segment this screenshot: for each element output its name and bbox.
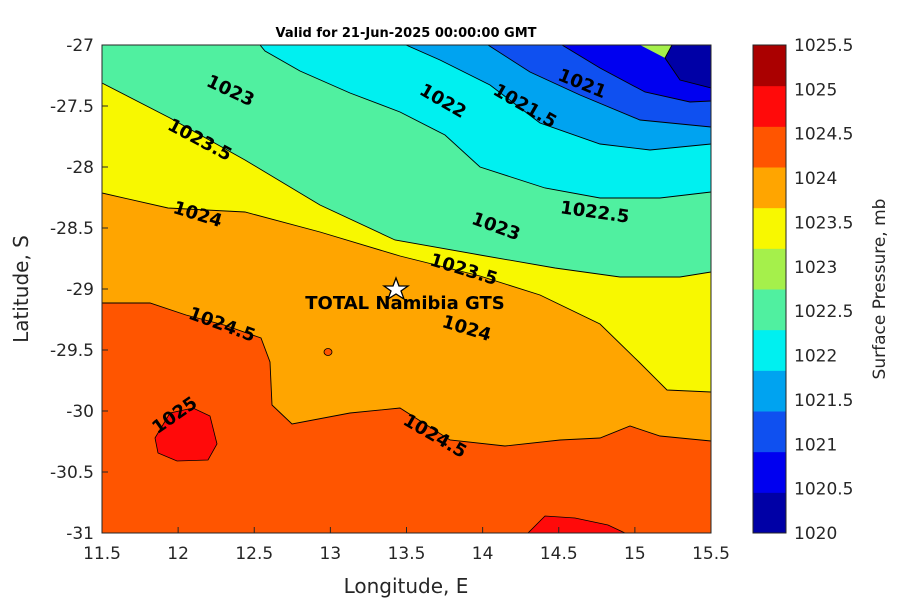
colorbar-swatch xyxy=(753,289,786,331)
region-1021-1021.5 xyxy=(488,45,711,127)
x-tick-label: 12 xyxy=(167,544,189,564)
colorbar-swatch xyxy=(753,411,786,453)
y-tick-label: -28.5 xyxy=(50,219,94,239)
x-tick-label: 14 xyxy=(472,544,494,564)
colorbar-tick-label: 1020.5 xyxy=(794,480,853,500)
contour-line-1021.5 xyxy=(487,45,711,128)
colorbar: 1020 1020.5 1021 1021.5 1022 1022.5 1023 1023.5… xyxy=(752,36,853,544)
contour-line-1024 xyxy=(102,302,711,447)
x-tick-label: 12.5 xyxy=(235,544,273,564)
x-tick-label: 15 xyxy=(624,544,646,564)
contour-line-1022 xyxy=(405,45,711,151)
colorbar-tick-label: 1025 xyxy=(794,80,837,100)
x-tick-label: 13.5 xyxy=(388,544,426,564)
colorbar-tick-label: 1024.5 xyxy=(794,125,853,145)
region-1022-1022.5 xyxy=(260,45,711,198)
site-label: TOTAL Namibia GTS xyxy=(305,293,504,314)
region-1022.5-1023 xyxy=(102,45,711,277)
y-tick-label: -27.5 xyxy=(50,97,94,117)
region-1020.5-1021 xyxy=(562,45,711,102)
x-tick-label: 11.5 xyxy=(83,544,121,564)
colorbar-swatch xyxy=(753,451,786,493)
colorbar-swatch xyxy=(753,370,786,412)
region-1023.5-1024 xyxy=(102,83,711,392)
site-annotation: TOTAL Namibia GTS xyxy=(305,276,505,314)
region-1021.5-1022 xyxy=(406,45,711,150)
contour-line-1023.5 xyxy=(102,192,711,393)
contour-line-1022.5 xyxy=(259,45,711,199)
y-tick-label: -27 xyxy=(66,36,94,56)
small-contour-island xyxy=(323,348,333,356)
filled-contour-regions xyxy=(102,45,711,533)
y-tick-label: -29.5 xyxy=(50,341,94,361)
y-axis: -27 -27.5 -28 -28.5 -29 -29.5 -30 -30.5 -31 xyxy=(50,36,108,544)
colorbar-swatch xyxy=(753,248,786,290)
region-1020-1020.5 xyxy=(665,45,711,88)
region-1024.5-1025 xyxy=(102,303,711,533)
colorbar-swatch xyxy=(753,492,786,534)
y-axis-label: Latitude, S xyxy=(9,235,33,343)
colorbar-tick-label: 1025.5 xyxy=(794,36,853,56)
colorbar-tick-label: 1022.5 xyxy=(794,302,853,322)
contour-lines xyxy=(102,45,711,447)
y-tick-label: -30.5 xyxy=(50,463,94,483)
region-1025-1025.5-bottom xyxy=(527,515,626,533)
colorbar-swatch xyxy=(753,329,786,371)
x-tick-label: 13 xyxy=(320,544,342,564)
colorbar-label: Surface Pressure, mb xyxy=(870,199,890,380)
colorbar-swatch xyxy=(753,126,786,168)
contour-line-1023 xyxy=(102,82,711,278)
x-axis: 11.5 12 12.5 13 13.5 14 14.5 15 15.5 xyxy=(83,527,730,564)
colorbar-tick-label: 1022 xyxy=(794,347,837,367)
colorbar-swatch xyxy=(753,207,786,249)
y-tick-label: -30 xyxy=(66,402,94,422)
region-1025-1025.5 xyxy=(154,407,218,462)
y-tick-label: -31 xyxy=(66,524,94,544)
chart-title: Valid for 21-Jun-2025 00:00:00 GMT xyxy=(276,26,537,41)
y-tick-label: -29 xyxy=(66,280,94,300)
colorbar-tick-label: 1024 xyxy=(794,169,837,189)
colorbar-frame xyxy=(752,44,787,534)
x-tick-label: 15.5 xyxy=(692,544,730,564)
colorbar-tick-label: 1023.5 xyxy=(794,213,853,233)
contour-line-1020.5 xyxy=(664,45,711,89)
x-tick-label: 14.5 xyxy=(540,544,578,564)
star-marker xyxy=(381,276,411,301)
colorbar-tick-label: 1021.5 xyxy=(794,391,853,411)
contour-line-1021 xyxy=(561,45,711,103)
colorbar-swatch xyxy=(753,167,786,209)
colorbar-tick-label: 1021 xyxy=(794,435,837,455)
colorbar-tick-label: 1020 xyxy=(794,524,837,544)
colorbar-swatch xyxy=(753,85,786,127)
colorbar-swatch xyxy=(753,45,786,87)
colorbar-tick-label: 1023 xyxy=(794,258,837,278)
y-tick-label: -28 xyxy=(66,158,94,178)
x-axis-label: Longitude, E xyxy=(344,574,469,598)
